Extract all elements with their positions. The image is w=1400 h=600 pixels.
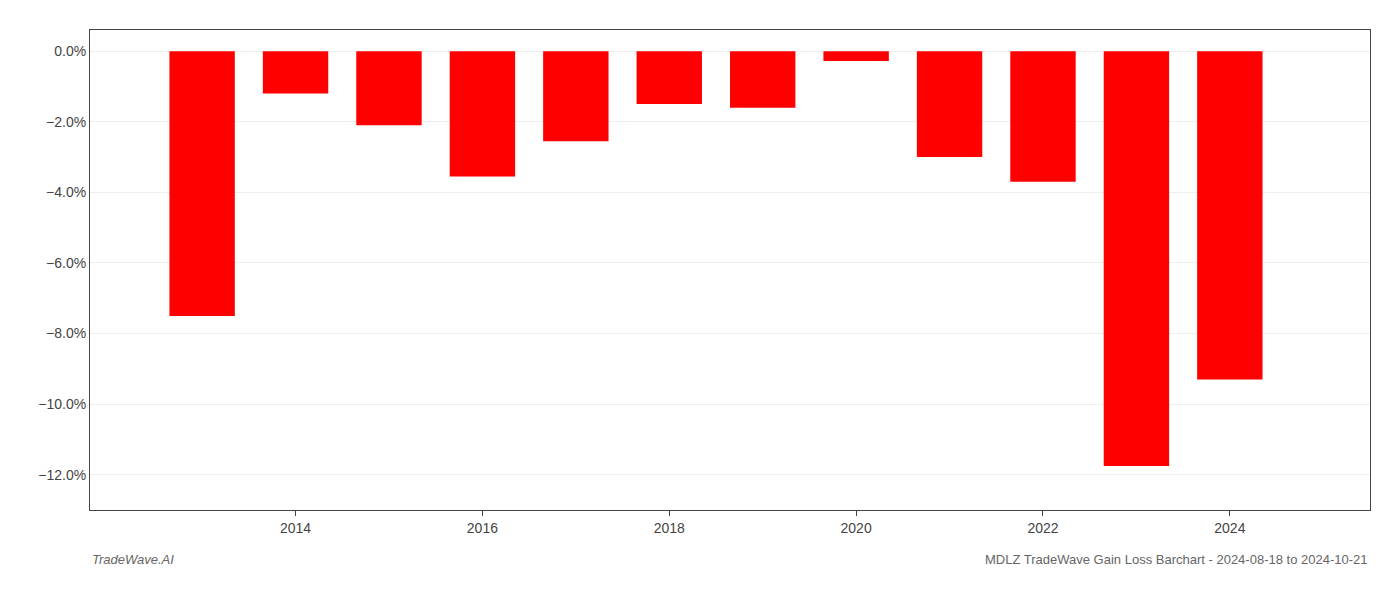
svg-text:2020: 2020 bbox=[841, 520, 872, 536]
svg-text:−4.0%: −4.0% bbox=[46, 184, 86, 200]
svg-text:−8.0%: −8.0% bbox=[46, 325, 86, 341]
svg-text:2022: 2022 bbox=[1027, 520, 1058, 536]
svg-text:−10.0%: −10.0% bbox=[38, 396, 86, 412]
svg-text:−6.0%: −6.0% bbox=[46, 255, 86, 271]
svg-text:−2.0%: −2.0% bbox=[46, 114, 86, 130]
svg-text:MDLZ TradeWave Gain Loss Barch: MDLZ TradeWave Gain Loss Barchart - 2024… bbox=[985, 552, 1368, 567]
svg-text:−12.0%: −12.0% bbox=[38, 467, 86, 483]
svg-text:2018: 2018 bbox=[654, 520, 685, 536]
svg-text:2024: 2024 bbox=[1214, 520, 1245, 536]
svg-text:2016: 2016 bbox=[467, 520, 498, 536]
svg-text:2014: 2014 bbox=[280, 520, 311, 536]
svg-text:TradeWave.AI: TradeWave.AI bbox=[92, 552, 174, 567]
svg-text:0.0%: 0.0% bbox=[54, 43, 86, 59]
